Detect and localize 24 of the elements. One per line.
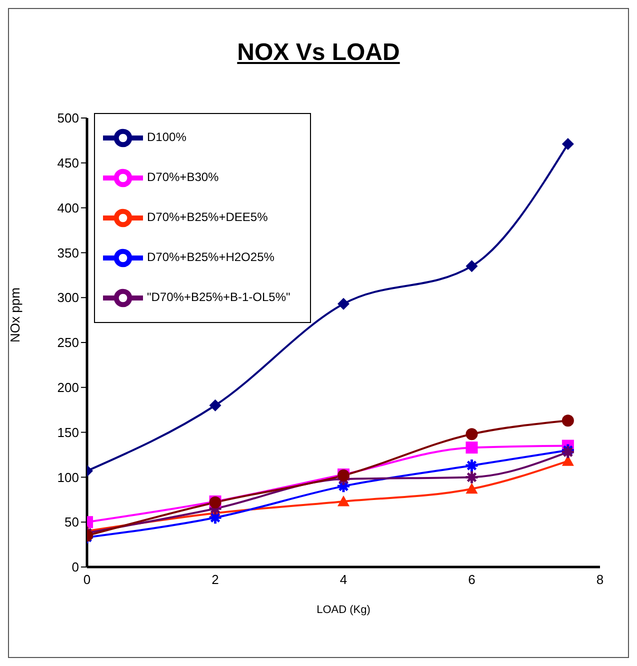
x-tick-label: 2 <box>212 572 219 588</box>
y-tick-label: 350 <box>57 245 79 260</box>
legend-label: D100% <box>147 130 186 144</box>
x-tick-label: 4 <box>340 572 348 588</box>
legend-label: D70%+B25%+DEE5% <box>147 210 268 224</box>
x-tick-label: 6 <box>468 572 476 588</box>
y-tick-label: 400 <box>57 200 79 216</box>
y-tick-label: 100 <box>57 470 79 485</box>
x-axis-title: LOAD (Kg) <box>316 604 370 616</box>
legend-label: D70%+B25%+H2O25% <box>147 250 274 264</box>
x-tick-label: 0 <box>83 572 91 588</box>
y-axis-title: NOx ppm <box>8 288 23 342</box>
y-tick-label: 50 <box>64 514 79 530</box>
x-tick-label: 8 <box>596 572 604 588</box>
y-tick-label: 200 <box>57 380 79 396</box>
y-tick-label: 300 <box>57 290 79 306</box>
legend-label: D70%+B30% <box>147 170 219 184</box>
legend-label: "D70%+B25%+B-1-OL5%" <box>147 290 290 304</box>
y-tick-label: 150 <box>57 424 79 440</box>
chart-title: NOX Vs LOAD <box>237 39 400 66</box>
y-tick-label: 0 <box>72 560 79 575</box>
y-tick-label: 500 <box>57 110 79 126</box>
y-tick-label: 450 <box>57 156 79 171</box>
y-tick-label: 250 <box>57 335 79 350</box>
